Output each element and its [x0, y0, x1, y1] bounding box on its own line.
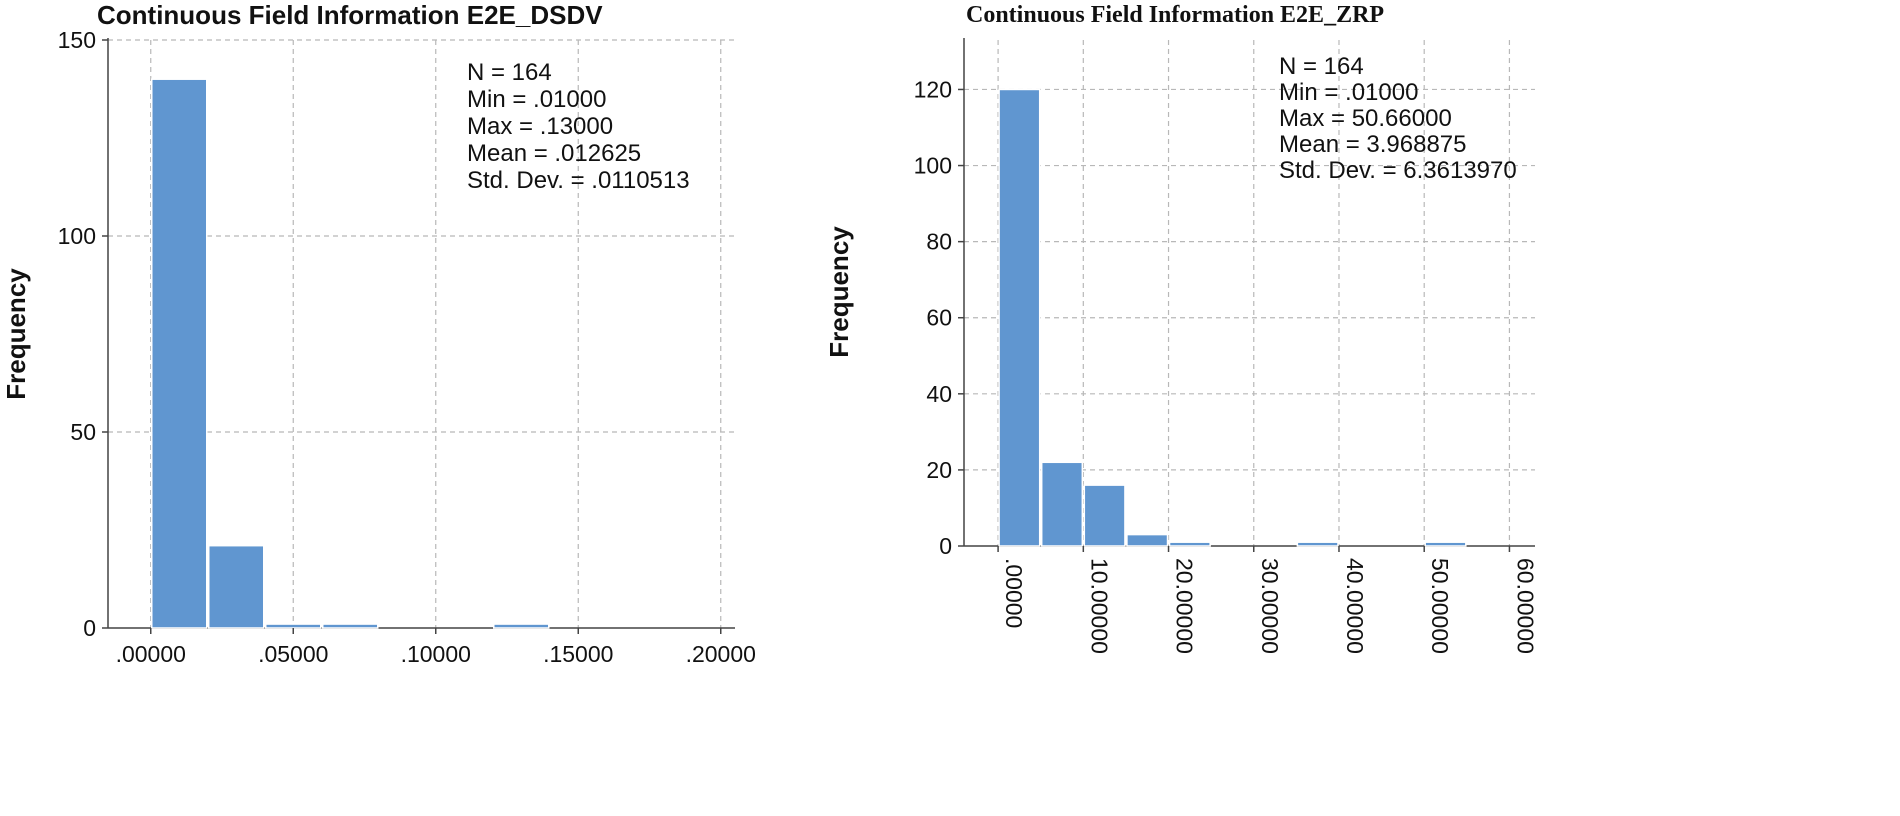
y-tick-label: 40	[926, 381, 952, 407]
y-tick-label: 20	[926, 457, 952, 483]
histogram-bar	[1296, 541, 1339, 547]
stats-line: Std. Dev. = 6.3613970	[1279, 157, 1517, 184]
histogram-bar	[1126, 533, 1169, 547]
histogram-bar	[493, 623, 550, 629]
stats-line: Min = .01000	[467, 86, 606, 113]
y-tick-label: 50	[70, 419, 96, 445]
y-tick-label: 150	[58, 27, 96, 53]
x-tick-label: .10000	[401, 641, 471, 667]
histogram-bar	[998, 88, 1041, 547]
histogram-panel-dsdv: Continuous Field Information E2E_DSDV 0 50…	[0, 0, 950, 811]
histogram-bar	[322, 623, 379, 629]
histogram-bar	[265, 623, 322, 629]
histogram-panel-zrp: Continuous Field Information E2E_ZRP 0 20 4…	[800, 0, 1900, 811]
y-tick-label: 0	[939, 533, 952, 559]
stats-line: Mean = .012625	[467, 140, 641, 167]
histogram-dsdv: Continuous Field Information E2E_DSDV 0 50…	[1, 0, 756, 667]
stats-line: Std. Dev. = .0110513	[467, 167, 690, 194]
chart-title: Continuous Field Information E2E_DSDV	[97, 0, 603, 30]
x-tick-label: 20.00000	[1172, 558, 1198, 654]
y-tick-label: 100	[914, 153, 952, 179]
chart-title: Continuous Field Information E2E_ZRP	[966, 2, 1384, 28]
stats-line: Mean = 3.968875	[1279, 131, 1467, 158]
stats-line: Max = .13000	[467, 113, 613, 140]
histogram-bar	[1083, 484, 1126, 547]
x-tick-label: .00000	[1001, 558, 1027, 628]
stats-line: N = 164	[1279, 53, 1364, 80]
x-tick-label: 50.00000	[1427, 558, 1453, 654]
chart-group: Continuous Field Information E2E_ZRP 0 20 4…	[824, 2, 1538, 654]
x-tick-label: .20000	[686, 641, 756, 667]
y-tick-label: 100	[58, 223, 96, 249]
histogram-bar	[1168, 541, 1211, 547]
histogram-bar	[1040, 461, 1084, 547]
x-tick-label: 10.00000	[1086, 558, 1112, 654]
histogram-bar	[151, 78, 208, 629]
histogram-zrp: Continuous Field Information E2E_ZRP 0 20 4…	[824, 2, 1538, 654]
stats-line: Max = 50.66000	[1279, 105, 1452, 132]
x-tick-label: 30.00000	[1257, 558, 1283, 654]
histogram-bar	[208, 544, 265, 629]
x-tick-label: 60.00000	[1512, 558, 1538, 654]
y-tick-label: 80	[926, 229, 952, 255]
y-tick-label: 60	[926, 305, 952, 331]
stats-line: N = 164	[467, 59, 552, 86]
y-tick-label: 0	[83, 615, 96, 641]
y-axis-label: Frequency	[1, 268, 31, 400]
histogram-bar	[1424, 541, 1467, 547]
x-tick-label: .15000	[543, 641, 613, 667]
x-tick-label: .00000	[116, 641, 186, 667]
y-tick-label: 120	[914, 76, 952, 102]
x-tick-label: 40.00000	[1342, 558, 1368, 654]
stats-line: Min = .01000	[1279, 79, 1418, 106]
x-tick-label: .05000	[258, 641, 328, 667]
y-axis-label: Frequency	[824, 226, 854, 358]
